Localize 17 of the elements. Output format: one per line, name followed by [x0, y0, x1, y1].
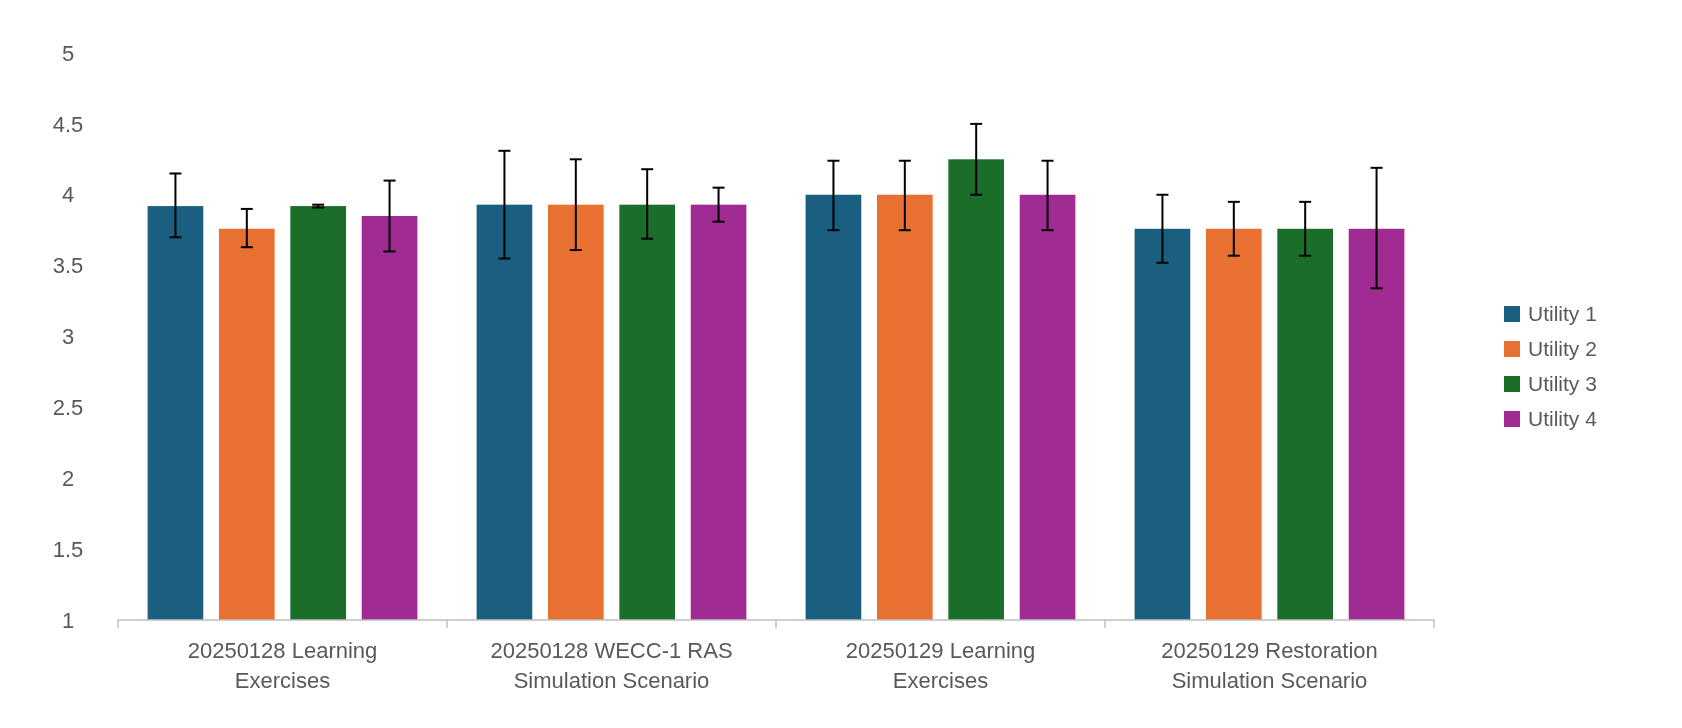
y-tick-label: 4.5	[52, 111, 84, 137]
legend-label: Utility 3	[1528, 372, 1597, 396]
y-tick-label: 4	[61, 182, 75, 208]
y-tick-label: 3.5	[52, 253, 84, 279]
y-tick-label: 1.5	[52, 536, 84, 562]
x-tick-label: 20250129 Learning Exercises	[845, 638, 1036, 693]
y-tick-label: 5	[61, 40, 75, 66]
x-tick-label: 20250129 Restoration Simulation Scenario	[1161, 638, 1378, 693]
x-tick-label: 20250128 WECC-1 RAS Simulation Scenario	[490, 638, 733, 693]
legend-label: Utility 1	[1528, 302, 1597, 326]
legend-label: Utility 2	[1528, 337, 1597, 361]
legend-label: Utility 4	[1528, 407, 1598, 431]
y-tick-label: 2.5	[52, 395, 84, 421]
y-tick-label: 2	[61, 465, 75, 491]
y-tick-label: 3	[61, 324, 75, 350]
y-tick-label: 1	[61, 607, 75, 633]
x-tick-label: 20250128 Learning Exercises	[187, 638, 378, 693]
